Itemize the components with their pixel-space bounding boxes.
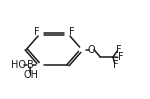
Text: F: F bbox=[118, 52, 123, 62]
Text: O: O bbox=[88, 44, 95, 55]
Text: B: B bbox=[27, 60, 33, 70]
Text: F: F bbox=[34, 27, 39, 37]
Text: F: F bbox=[116, 44, 122, 55]
Text: OH: OH bbox=[24, 70, 39, 80]
Text: F: F bbox=[113, 60, 118, 70]
Text: HO: HO bbox=[11, 60, 26, 70]
Text: F: F bbox=[69, 27, 74, 37]
